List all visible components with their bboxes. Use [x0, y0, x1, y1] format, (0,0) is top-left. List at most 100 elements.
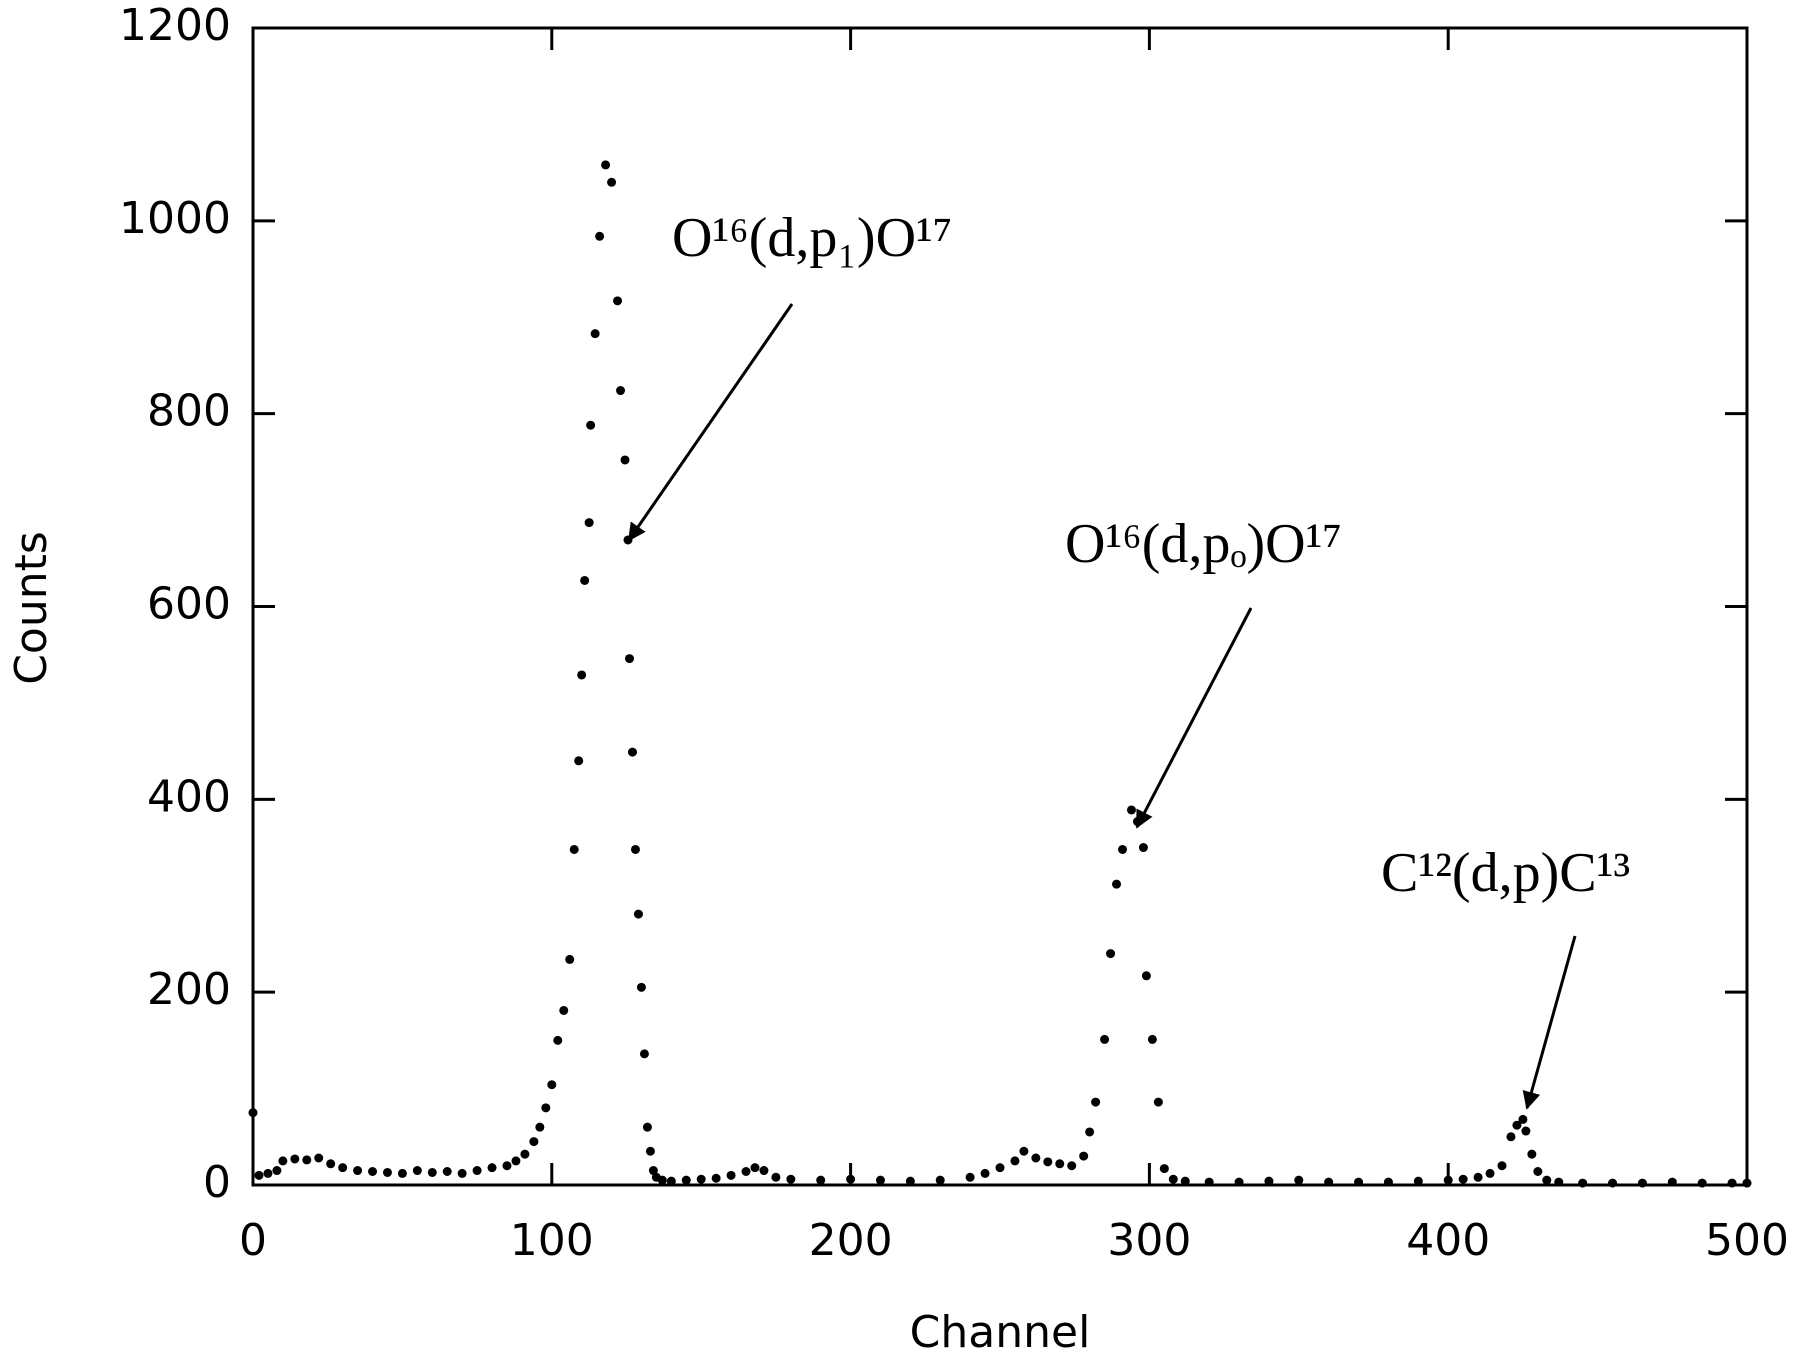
data-point [397, 1168, 407, 1178]
data-point [1100, 1034, 1110, 1044]
data-point [601, 160, 611, 170]
data-point [569, 844, 579, 854]
data-point [620, 455, 630, 465]
data-point [326, 1159, 336, 1169]
annotation: O¹⁶(d,p₁)O¹⁷ [672, 207, 952, 269]
data-point [1141, 971, 1151, 981]
data-point [502, 1161, 512, 1171]
data-point [846, 1174, 856, 1184]
data-point [472, 1166, 482, 1176]
y-axis-label: Counts [6, 531, 57, 685]
data-point [1697, 1178, 1707, 1188]
x-tick-label: 400 [1406, 1215, 1490, 1266]
y-tick-label: 0 [203, 1157, 231, 1208]
data-point [1118, 844, 1128, 854]
data-point [565, 954, 575, 964]
data-point [1055, 1159, 1065, 1169]
data-point [382, 1167, 392, 1177]
data-point [1554, 1177, 1564, 1187]
y-tick-label: 1200 [119, 0, 231, 51]
data-point [1485, 1168, 1495, 1178]
data-point [1043, 1157, 1053, 1167]
data-point [1010, 1156, 1020, 1166]
y-tick-label: 1000 [119, 193, 231, 244]
data-point [272, 1166, 282, 1176]
data-point [1112, 879, 1122, 889]
data-point [639, 1049, 649, 1059]
data-point [1159, 1164, 1169, 1174]
data-point [726, 1170, 736, 1180]
data-point [1727, 1178, 1737, 1188]
y-tick-label: 200 [147, 964, 231, 1015]
data-point [1106, 949, 1116, 959]
data-point [642, 1122, 652, 1132]
data-point [1147, 1034, 1157, 1044]
data-point [1473, 1172, 1483, 1182]
data-point [657, 1175, 667, 1185]
data-point [1527, 1149, 1537, 1159]
data-point [816, 1175, 826, 1185]
data-point [1091, 1097, 1101, 1107]
data-point [1294, 1175, 1304, 1185]
data-point [1506, 1132, 1516, 1142]
data-point [302, 1155, 312, 1165]
data-point [338, 1163, 348, 1173]
data-point [529, 1137, 539, 1147]
data-point [875, 1175, 885, 1185]
data-point [613, 296, 623, 306]
data-point [681, 1175, 691, 1185]
data-point [520, 1149, 530, 1159]
data-point [1742, 1178, 1752, 1188]
data-point [1019, 1146, 1029, 1156]
data-point [1608, 1178, 1618, 1188]
data-point [1578, 1178, 1588, 1188]
data-point [547, 1080, 557, 1090]
data-point [607, 177, 617, 187]
data-point [511, 1156, 521, 1166]
data-point [1324, 1177, 1334, 1187]
data-point [1204, 1177, 1214, 1187]
data-point [353, 1166, 363, 1176]
annotation-arrow [627, 303, 794, 542]
data-point [248, 1108, 258, 1118]
data-point [696, 1174, 706, 1184]
data-point [648, 1166, 658, 1176]
data-point [559, 1005, 569, 1015]
data-point [1637, 1178, 1647, 1188]
x-tick-label: 100 [510, 1215, 594, 1266]
data-point [666, 1176, 676, 1186]
data-point [935, 1175, 945, 1185]
data-point [1079, 1151, 1089, 1161]
data-point [1497, 1161, 1507, 1171]
data-point [965, 1172, 975, 1182]
data-point [1542, 1175, 1552, 1185]
data-point [741, 1167, 751, 1177]
data-point [1031, 1153, 1041, 1163]
data-point [1533, 1167, 1543, 1177]
data-point [1443, 1175, 1453, 1185]
x-axis-label: Channel [910, 1307, 1091, 1358]
data-point [905, 1176, 915, 1186]
data-point [553, 1035, 563, 1045]
data-point [1458, 1174, 1468, 1184]
y-tick-label: 400 [147, 771, 231, 822]
data-point [1518, 1114, 1528, 1124]
data-point [586, 420, 596, 430]
data-point [584, 518, 594, 528]
data-point [263, 1168, 273, 1178]
data-point [627, 747, 637, 757]
data-point [487, 1163, 497, 1173]
annotation: C¹²(d,p)C¹³ [1381, 842, 1630, 904]
data-point [771, 1172, 781, 1182]
data-point [1180, 1176, 1190, 1186]
data-point [633, 909, 643, 919]
x-tick-label: 500 [1705, 1215, 1789, 1266]
data-point [574, 756, 584, 766]
data-point [1512, 1120, 1522, 1130]
annotation-arrow [1522, 935, 1577, 1110]
x-tick-label: 300 [1107, 1215, 1191, 1266]
data-point [580, 575, 590, 585]
data-point [442, 1167, 452, 1177]
data-point [535, 1122, 545, 1132]
